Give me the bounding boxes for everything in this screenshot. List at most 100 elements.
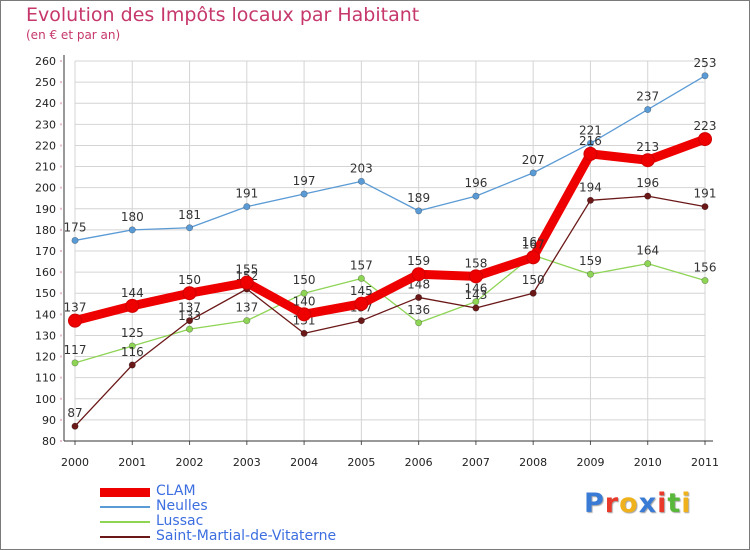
point-clam-2006	[411, 267, 426, 282]
point-clam-2011	[698, 132, 712, 147]
data-label-lussac-2004: 150	[293, 273, 316, 287]
series-line-clam	[70, 134, 710, 326]
series-line-neulles	[74, 75, 706, 242]
data-label-saint-martial-de-vitaterne-2000: 87	[67, 406, 82, 420]
point-saint-martial-de-vitaterne-2009	[586, 196, 594, 204]
point-lussac-2010	[644, 260, 652, 268]
data-label-clam-2002: 150	[178, 273, 201, 287]
point-neulles-2000	[71, 236, 79, 244]
point-saint-martial-de-vitaterne-2007	[472, 304, 480, 312]
data-label-clam-2009: 216	[579, 134, 602, 148]
point-saint-martial-de-vitaterne-2006	[415, 293, 423, 301]
point-neulles-2003	[243, 203, 251, 211]
y-tick-label-100: 100	[35, 393, 56, 406]
y-tick-label-130: 130	[35, 329, 56, 342]
y-tick-label-160: 160	[35, 266, 56, 279]
data-label-lussac-2006: 136	[407, 303, 430, 317]
point-clam-2003	[239, 275, 254, 290]
point-lussac-2011	[701, 277, 709, 285]
series-line-saint-martial-de-vitaterne	[74, 195, 706, 427]
point-clam-2000	[68, 313, 82, 328]
y-tick-label-190: 190	[35, 203, 56, 216]
y-tick-label-120: 120	[35, 351, 56, 364]
y-tick-label-180: 180	[35, 224, 56, 237]
data-label-neulles-2005: 203	[350, 161, 373, 175]
logo-letter: o	[619, 488, 639, 519]
data-label-clam-2011: 223	[694, 119, 717, 133]
point-saint-martial-de-vitaterne-2000	[71, 422, 79, 430]
legend-swatch-neulles	[100, 506, 150, 508]
point-saint-martial-de-vitaterne-2010	[644, 192, 652, 200]
data-label-clam-2001: 144	[121, 286, 144, 300]
x-tick-label-2002: 2002	[176, 456, 204, 469]
x-tick-label-2007: 2007	[462, 456, 490, 469]
data-label-clam-2004: 140	[293, 294, 316, 308]
point-clam-2004	[297, 307, 312, 322]
y-tick-label-110: 110	[35, 372, 56, 385]
y-tick-label-80: 80	[42, 435, 56, 448]
data-label-saint-martial-de-vitaterne-2009: 194	[579, 180, 602, 194]
y-tick-label-210: 210	[35, 161, 56, 174]
point-lussac-2009	[586, 270, 594, 278]
data-label-neulles-2010: 237	[636, 90, 659, 104]
data-label-lussac-2009: 159	[579, 254, 602, 268]
point-neulles-2004	[300, 190, 308, 198]
logo-letter: P	[584, 488, 605, 519]
x-tick-label-2010: 2010	[634, 456, 662, 469]
point-neulles-2007	[472, 192, 480, 200]
logo-letter: i	[681, 488, 692, 519]
data-label-clam-2005: 145	[350, 284, 373, 298]
legend-label-neulles: Neulles	[156, 498, 208, 514]
legend-label-lussac: Lussac	[156, 513, 204, 529]
data-label-lussac-2003: 137	[235, 301, 258, 315]
logo-letter: t	[667, 488, 682, 519]
legend-label-clam: CLAM	[156, 483, 196, 499]
point-clam-2009	[583, 146, 598, 161]
data-label-clam-2000: 137	[64, 301, 87, 315]
point-lussac-2001	[128, 342, 136, 350]
data-label-saint-martial-de-vitaterne-2008: 150	[522, 273, 545, 287]
chart-title: Evolution des Impôts locaux par Habitant	[26, 4, 420, 26]
data-label-saint-martial-de-vitaterne-2010: 196	[636, 176, 659, 190]
logo-letter: i	[657, 488, 668, 519]
point-clam-2007	[468, 269, 483, 284]
data-label-saint-martial-de-vitaterne-2007: 143	[464, 288, 487, 302]
point-clam-2005	[354, 296, 369, 311]
data-label-neulles-2011: 253	[694, 56, 717, 70]
x-tick-label-2009: 2009	[576, 456, 604, 469]
point-clam-2008	[526, 250, 541, 265]
point-neulles-2001	[128, 226, 136, 234]
data-label-neulles-2009: 221	[579, 123, 602, 137]
y-tick-label-240: 240	[35, 97, 56, 110]
point-saint-martial-de-vitaterne-2002	[186, 317, 194, 325]
data-label-neulles-2008: 207	[522, 153, 545, 167]
data-label-neulles-2002: 181	[178, 208, 201, 222]
y-tick-label-220: 220	[35, 139, 56, 152]
chart-subtitle: (en € et par an)	[26, 28, 121, 42]
y-tick-label-260: 260	[35, 55, 56, 68]
point-neulles-2011	[701, 72, 709, 80]
point-neulles-2006	[415, 207, 423, 215]
x-tick-label-2011: 2011	[691, 456, 719, 469]
point-lussac-2005	[357, 274, 365, 282]
data-label-clam-2007: 158	[464, 256, 487, 270]
x-tick-label-2001: 2001	[118, 456, 146, 469]
point-neulles-2010	[644, 106, 652, 114]
point-neulles-2008	[529, 169, 537, 177]
data-label-clam-2010: 213	[636, 140, 659, 154]
legend-swatch-saint-martial-de-vitaterne	[100, 536, 150, 538]
logo-letter: x	[638, 488, 658, 519]
y-tick-label-250: 250	[35, 76, 56, 89]
y-tick-label-230: 230	[35, 118, 56, 131]
point-lussac-2002	[186, 325, 194, 333]
data-label-lussac-2011: 156	[694, 261, 717, 275]
data-label-saint-martial-de-vitaterne-2002: 137	[178, 301, 201, 315]
data-label-saint-martial-de-vitaterne-2011: 191	[694, 187, 717, 201]
data-label-neulles-2006: 189	[407, 191, 430, 205]
x-tick-label-2005: 2005	[347, 456, 375, 469]
point-neulles-2009	[586, 139, 594, 147]
data-label-lussac-2001: 125	[121, 326, 144, 340]
point-saint-martial-de-vitaterne-2008	[529, 289, 537, 297]
data-label-clam-2008: 167	[522, 237, 545, 251]
data-label-lussac-2007: 146	[464, 282, 487, 296]
